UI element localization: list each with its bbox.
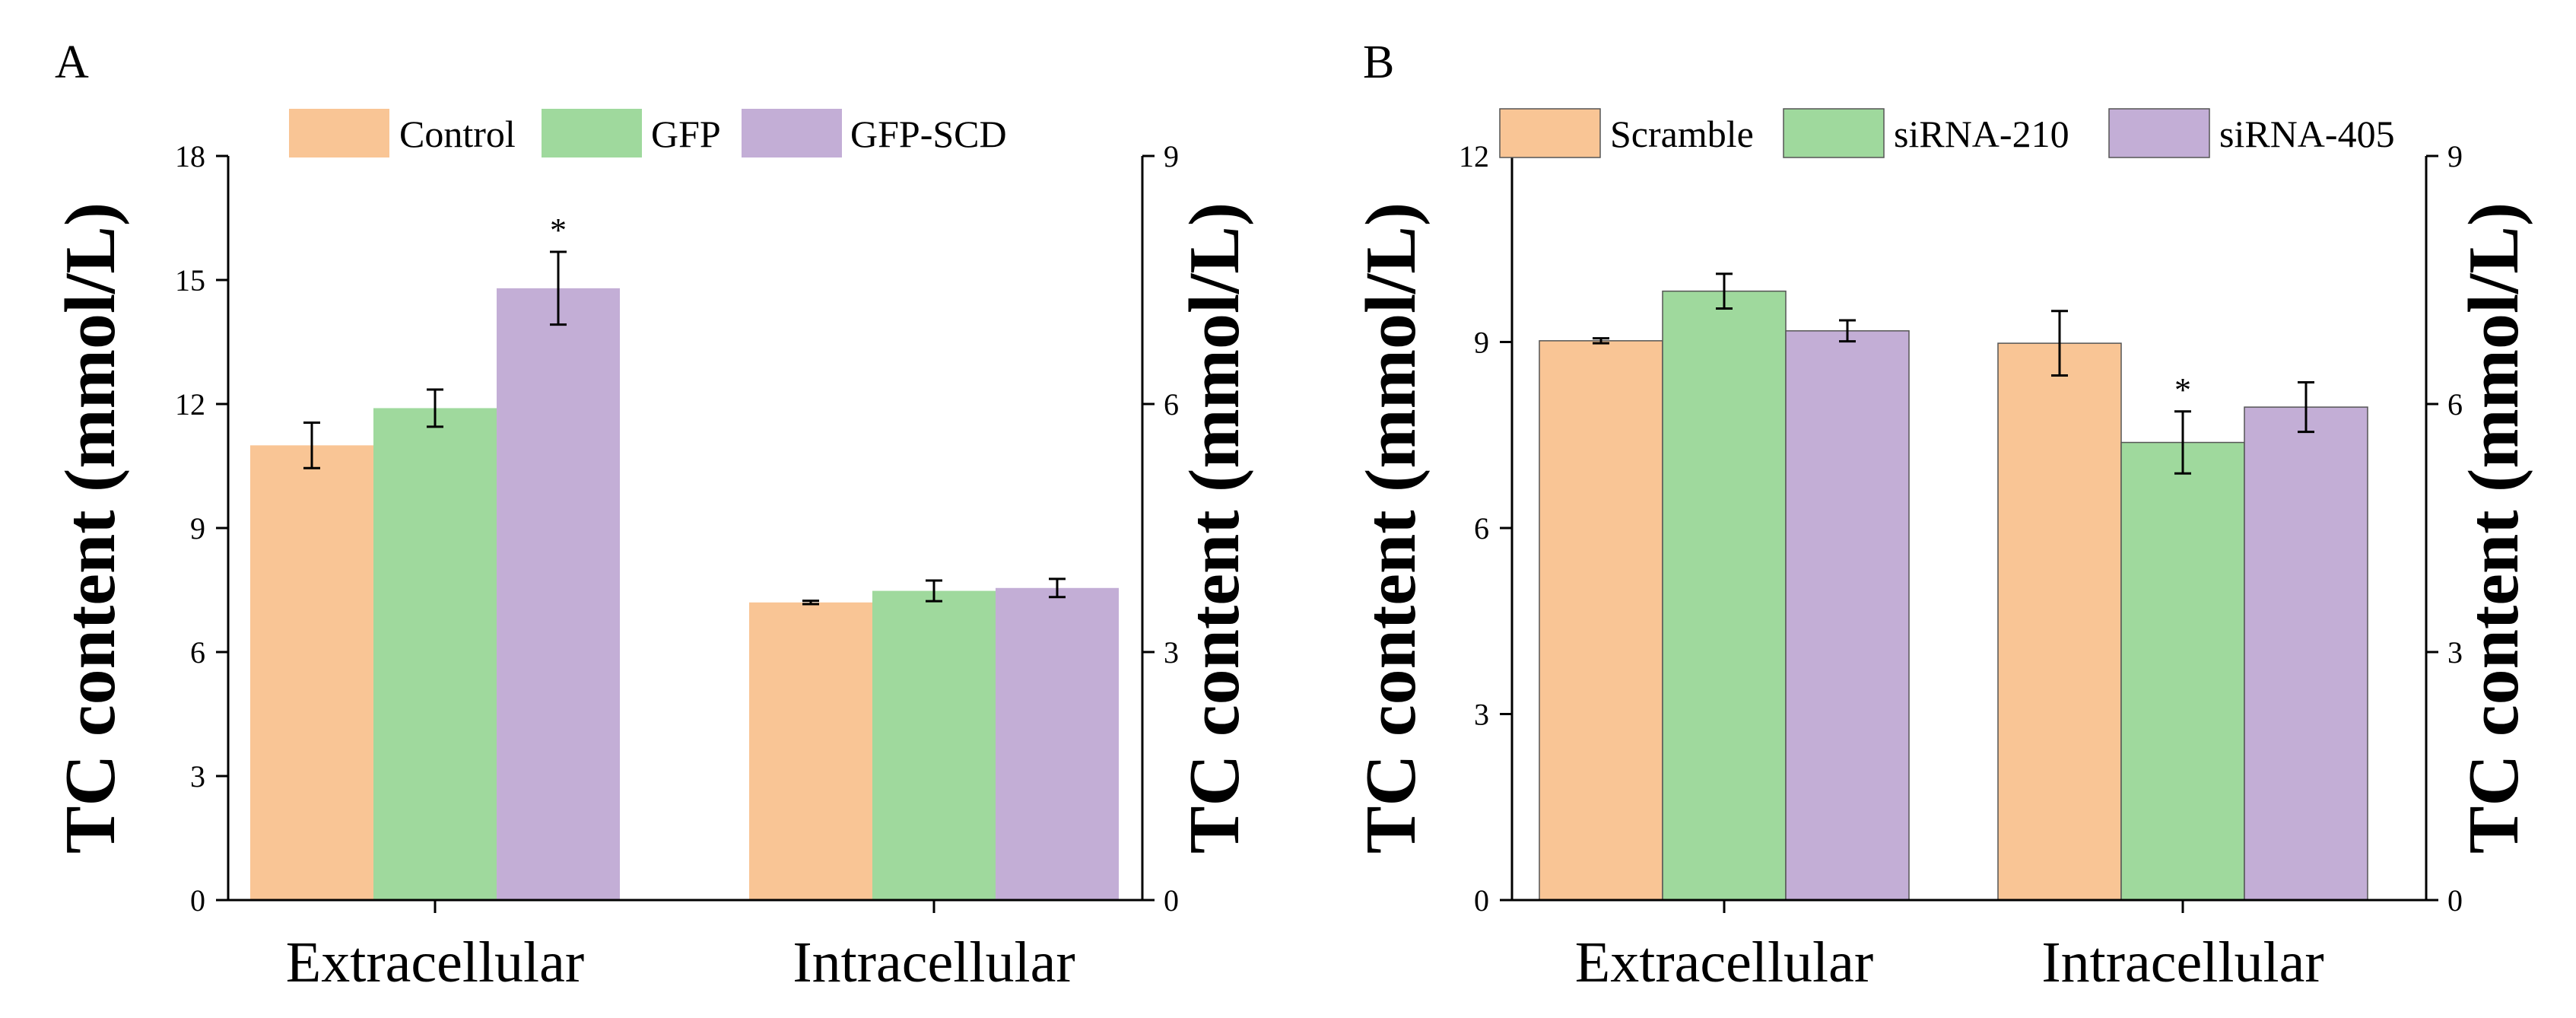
panel-b-category-label: Extracellular — [1575, 931, 1873, 994]
panel-a-y2-axis-title: TC content (mmol/L) — [1175, 202, 1254, 854]
error-bar-scramble-intracellular — [2051, 310, 2068, 377]
panel-b-error-bars — [1593, 272, 2314, 475]
panel-a-category-label: Extracellular — [286, 931, 584, 994]
panel-a-error-bars — [303, 250, 1066, 606]
panel-a-significance: * — [550, 212, 567, 249]
y-tick-label: 12 — [1459, 139, 1489, 173]
legend-label-sirna-405: siRNA-405 — [2219, 113, 2395, 155]
error-bar-sirna-210-extracellular — [1716, 272, 1733, 310]
panel-b-letter: B — [1363, 37, 1394, 88]
panel-b-y2-axis-title: TC content (mmol/L) — [2454, 202, 2533, 854]
legend-swatch-sirna-210 — [1783, 108, 1885, 158]
panel-b: B * 0 3 6 9 12 0 3 6 9 Extracellular Intracellu… — [1352, 37, 2533, 994]
y-tick-label: 15 — [175, 263, 205, 297]
legend-swatch-control — [289, 109, 389, 157]
error-bar-sirna-405-intracellular — [2298, 380, 2314, 434]
error-bar-sirna-405-extracellular — [1839, 319, 1856, 343]
bar-gfp-intracellular — [872, 590, 996, 900]
y-tick-label: 9 — [1474, 326, 1489, 360]
error-bar-gfp-intracellular — [926, 579, 942, 603]
panel-b-significance: * — [2174, 371, 2191, 409]
y-tick-label: 6 — [190, 635, 205, 670]
y-tick-label: 18 — [175, 139, 205, 173]
bar-scramble-extracellular — [1539, 340, 1663, 901]
y2-tick-label: 6 — [2447, 387, 2463, 422]
bar-control-intracellular — [749, 602, 872, 900]
panel-b-category-label: Intracellular — [2041, 931, 2323, 994]
error-bar-control-extracellular — [303, 421, 320, 469]
legend-swatch-scramble — [1499, 108, 1601, 158]
panel-a-y-axis-title: TC content (mmol/L) — [51, 202, 130, 854]
bar-gfp-extracellular — [373, 408, 497, 900]
y2-tick-label: 0 — [1164, 883, 1179, 918]
bar-sirna-405-intracellular — [2244, 406, 2368, 901]
panel-a-left-ticks: 0 3 6 9 12 15 18 — [175, 139, 228, 918]
y-tick-label: 3 — [1474, 698, 1489, 732]
bar-sirna-210-intracellular — [2120, 441, 2245, 901]
panel-a-letter: A — [55, 37, 89, 88]
legend-label-sirna-210: siRNA-210 — [1894, 113, 2069, 155]
bar-gfp-scd-extracellular — [497, 288, 620, 900]
error-bar-gfp-extracellular — [427, 388, 443, 428]
y-tick-label: 0 — [190, 883, 205, 918]
legend-swatch-gfp-scd — [742, 109, 842, 157]
panel-a-category-label: Intracellular — [792, 931, 1075, 994]
bar-sirna-210-extracellular — [1662, 290, 1787, 901]
legend-label-gfp-scd: GFP-SCD — [850, 113, 1007, 155]
error-bar-sirna-210-intracellular — [2174, 410, 2191, 475]
y-tick-label: 6 — [1474, 511, 1489, 546]
legend-label-scramble: Scramble — [1610, 113, 1754, 155]
panel-b-axes — [1510, 156, 2428, 913]
bar-scramble-intracellular — [1997, 342, 2122, 901]
panel-a-bars — [250, 288, 1119, 900]
panel-a-legend: Control GFP GFP-SCD — [289, 109, 1007, 157]
significance-mark: * — [550, 212, 567, 249]
y2-tick-label: 0 — [2447, 883, 2463, 918]
significance-mark: * — [2174, 371, 2191, 409]
y-tick-label: 0 — [1474, 883, 1489, 918]
error-bar-scramble-extracellular — [1593, 337, 1609, 345]
legend-swatch-gfp — [542, 109, 642, 157]
y2-tick-label: 3 — [2447, 635, 2463, 670]
panel-a: A * 0 3 6 9 12 15 18 0 3 6 9 Extracellular Intrac… — [51, 37, 1254, 994]
bar-sirna-405-extracellular — [1785, 330, 1910, 901]
y2-tick-label: 3 — [1164, 635, 1179, 670]
y2-tick-label: 9 — [2447, 139, 2463, 173]
panel-a-right-ticks: 0 3 6 9 — [1142, 139, 1179, 918]
legend-label-control: Control — [399, 113, 516, 155]
error-bar-control-intracellular — [802, 600, 819, 606]
panel-b-y-axis-title: TC content (mmol/L) — [1352, 202, 1431, 854]
bar-gfp-scd-intracellular — [996, 587, 1119, 900]
y-tick-label: 12 — [175, 387, 205, 422]
y2-tick-label: 6 — [1164, 387, 1179, 422]
legend-swatch-sirna-405 — [2108, 108, 2210, 158]
bar-control-extracellular — [250, 445, 373, 900]
y-tick-label: 3 — [190, 759, 205, 794]
legend-label-gfp: GFP — [651, 113, 721, 155]
panel-b-left-ticks: 0 3 6 9 12 — [1459, 139, 1512, 918]
panel-b-legend: Scramble siRNA-210 siRNA-405 — [1499, 108, 2395, 158]
error-bar-gfp-scd-extracellular — [550, 250, 567, 326]
error-bar-gfp-scd-intracellular — [1049, 577, 1066, 599]
panel-b-right-ticks: 0 3 6 9 — [2426, 139, 2463, 918]
panel-b-bars — [1539, 290, 2368, 901]
y-tick-label: 9 — [190, 511, 205, 546]
y2-tick-label: 9 — [1164, 139, 1179, 173]
